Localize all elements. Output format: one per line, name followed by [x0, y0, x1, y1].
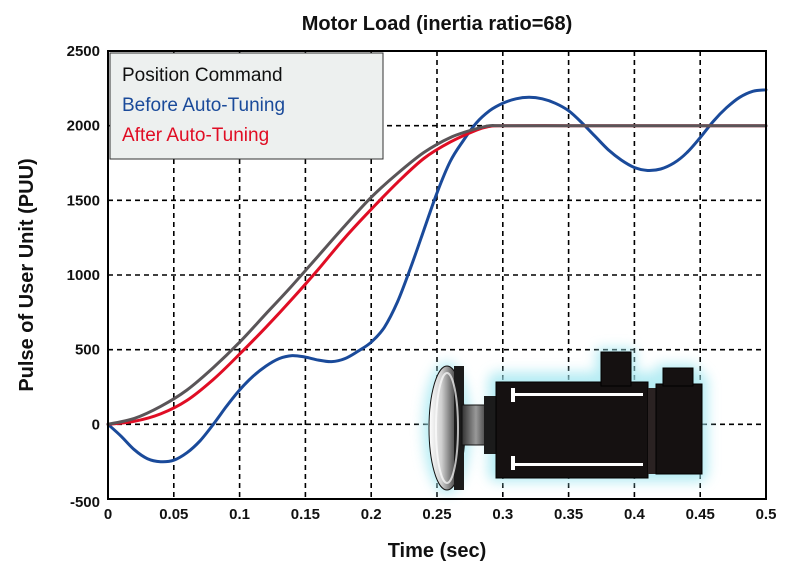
motor-illustration [423, 348, 708, 494]
x-tick-label: 0.45 [686, 506, 715, 523]
legend-entry-position-command: Position Command [122, 65, 283, 86]
legend-entry-before-auto-tuning: Before Auto-Tuning [122, 95, 285, 116]
series-lines [106, 88, 768, 464]
chart-title: Motor Load (inertia ratio=68) [302, 13, 573, 35]
series-line-before-auto-tuning [106, 88, 768, 464]
legend-entry-after-auto-tuning: After Auto-Tuning [122, 125, 269, 146]
y-tick-label: 2500 [67, 43, 100, 60]
y-tick-label: 1500 [67, 192, 100, 209]
y-tick-label: 2000 [67, 118, 100, 135]
legend: Position Command Before Auto-Tuning Afte… [109, 52, 384, 160]
y-axis-label: Pulse of User Unit (PUU) [16, 158, 38, 391]
x-tick-label: 0.4 [624, 506, 646, 523]
x-tick-label: 0.15 [291, 506, 320, 523]
x-tick-label: 0.35 [554, 506, 583, 523]
x-tick-label: 0.3 [492, 506, 513, 523]
x-axis-label: Time (sec) [388, 540, 487, 562]
x-tick-label: 0 [104, 506, 112, 523]
y-tick-label: -500 [70, 494, 100, 511]
legend-box [109, 52, 384, 160]
x-tick-label: 0.2 [361, 506, 382, 523]
y-tick-label: 0 [92, 416, 100, 433]
x-tick-label: 0.05 [159, 506, 188, 523]
x-tick-label: 0.5 [756, 506, 777, 523]
series-line-position-command [106, 123, 768, 426]
y-tick-label: 1000 [67, 267, 100, 284]
x-tick-label: 0.25 [422, 506, 451, 523]
plot-frame [107, 50, 767, 500]
y-tick-label: 500 [75, 342, 100, 359]
tick-labels: 0 0.05 0.1 0.15 0.2 0.25 0.3 0.35 0.4 0.45 0.5 2500… [67, 43, 777, 523]
x-tick-label: 0.1 [229, 506, 250, 523]
